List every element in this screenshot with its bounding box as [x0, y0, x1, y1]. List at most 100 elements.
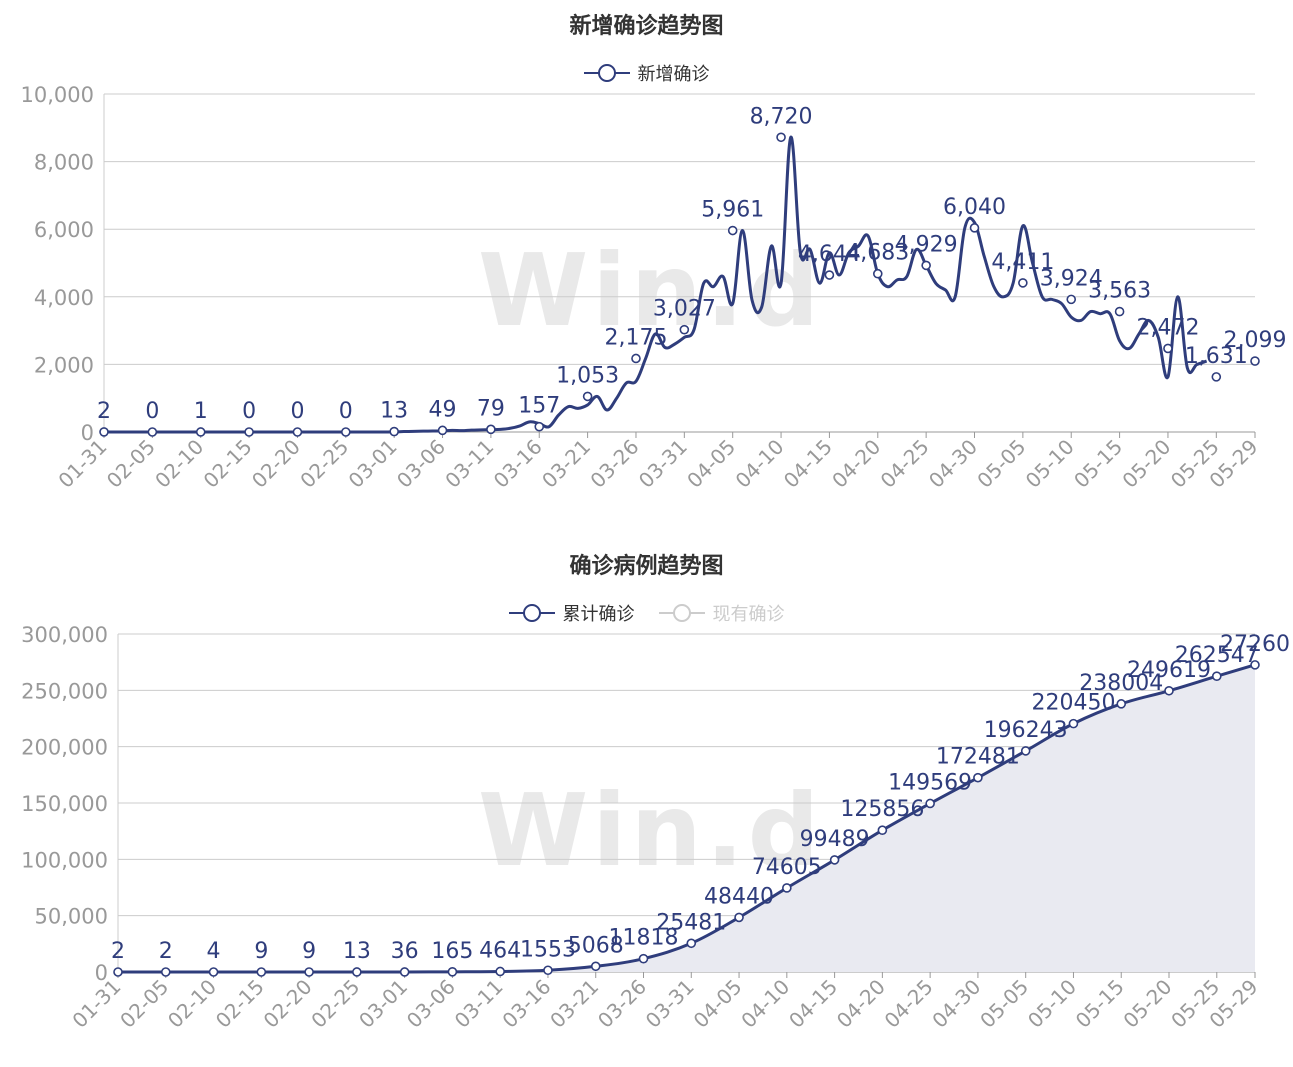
- data-label: 262547: [1175, 643, 1259, 668]
- x-tick-label: 03-16: [489, 435, 547, 493]
- data-point: [447, 967, 458, 977]
- data-point: [1020, 746, 1031, 756]
- chart-new-cases: 新增确诊趋势图 新增确诊 Win.d 0 2,000 4,000 6,000 8,000…: [0, 0, 1293, 530]
- x-tick-label: 02-10: [150, 435, 208, 493]
- data-point: [195, 427, 206, 437]
- legend-item-1[interactable]: 现有确诊: [658, 600, 785, 626]
- data-point: [389, 426, 399, 437]
- data-label: 165: [431, 939, 473, 964]
- x-tick-label: 04-10: [736, 975, 794, 1033]
- data-point: [824, 270, 835, 280]
- data-label: 27260: [1220, 632, 1290, 657]
- chart-title: 新增确诊趋势图: [569, 14, 724, 39]
- data-label: 1553: [520, 937, 576, 962]
- x-tick-label: 04-10: [731, 435, 789, 493]
- data-point: [341, 427, 351, 437]
- data-label: 0: [242, 399, 256, 424]
- legend-label: 现有确诊: [712, 604, 785, 625]
- x-tick-label: 02-25: [306, 975, 364, 1033]
- data-point: [1250, 660, 1260, 670]
- legend-item-0[interactable]: 新增确诊: [583, 60, 710, 86]
- data-point: [734, 912, 744, 923]
- data-label: 6,040: [943, 195, 1006, 220]
- data-label: 5,961: [701, 198, 764, 223]
- data-point: [1066, 294, 1077, 305]
- x-tick-label: 02-10: [163, 975, 221, 1033]
- data-label: 3,563: [1088, 279, 1151, 304]
- data-point: [679, 324, 690, 335]
- y-tick-label: 100,000: [21, 848, 108, 872]
- x-tick-label: 02-15: [199, 435, 257, 493]
- data-point: [99, 427, 109, 437]
- x-tick-label: 05-20: [1117, 435, 1175, 493]
- watermark: Win.d: [478, 232, 824, 349]
- data-label: 36: [391, 939, 419, 964]
- data-label: 4,683: [846, 241, 909, 266]
- data-label: 157: [518, 394, 560, 419]
- data-point: [399, 967, 410, 977]
- x-tick-label: 04-15: [784, 975, 842, 1033]
- x-tick-label: 03-31: [634, 435, 692, 493]
- x-tick-label: 03-31: [641, 975, 699, 1033]
- legend: 新增确诊: [0, 60, 1293, 86]
- data-label: 172481: [936, 745, 1020, 770]
- data-label: 9: [302, 939, 316, 964]
- data-label: 2,175: [604, 325, 667, 350]
- x-tick-label: 05-10: [1021, 435, 1079, 493]
- data-point: [776, 132, 786, 143]
- y-tick-label: 0: [81, 421, 94, 445]
- x-tick-label: 05-20: [1118, 975, 1176, 1033]
- data-point: [638, 953, 649, 964]
- data-point: [244, 427, 254, 437]
- x-tick-label: 03-21: [545, 975, 603, 1033]
- x-tick-label: 04-25: [880, 975, 938, 1033]
- data-point: [304, 967, 314, 977]
- data-point: [534, 421, 545, 432]
- legend-item-0[interactable]: 累计确诊: [508, 600, 635, 626]
- data-point: [495, 966, 505, 977]
- data-label: 4,929: [895, 232, 958, 257]
- x-tick-label: 04-05: [689, 975, 747, 1033]
- x-tick-label: 03-01: [354, 975, 412, 1033]
- data-point: [486, 424, 496, 435]
- y-tick-label: 300,000: [21, 623, 108, 647]
- x-tick-label: 02-05: [115, 975, 173, 1033]
- legend-label: 新增确诊: [637, 64, 710, 85]
- data-point: [147, 427, 158, 437]
- legend-marker-icon: [658, 604, 705, 622]
- x-tick-label: 03-06: [402, 975, 460, 1033]
- data-point: [113, 967, 123, 977]
- x-tick-label: 04-20: [827, 435, 885, 493]
- chart-title: 确诊病例趋势图: [569, 554, 724, 579]
- data-label: 2,099: [1224, 328, 1287, 353]
- x-tick-label: 03-01: [344, 435, 402, 493]
- data-label: 8,720: [750, 104, 813, 129]
- data-point: [631, 353, 641, 364]
- legend-label: 累计确诊: [562, 604, 635, 625]
- data-point: [925, 798, 935, 809]
- data-point: [1163, 343, 1173, 354]
- line-chart-svg: 02,0004,0006,0008,00010,00001-3102-0502-…: [21, 83, 1287, 493]
- data-label: 74605: [752, 855, 822, 880]
- x-tick-label: 04-25: [876, 435, 934, 493]
- y-tick-label: 2,000: [34, 353, 94, 377]
- data-label: 125856: [840, 797, 924, 822]
- data-label: 2: [159, 939, 173, 964]
- x-tick-label: 05-05: [972, 435, 1030, 493]
- x-tick-label: 04-05: [682, 435, 740, 493]
- data-label: 0: [145, 399, 159, 424]
- data-point: [352, 967, 362, 977]
- x-tick-label: 03-11: [440, 435, 498, 493]
- y-tick-label: 250,000: [21, 679, 108, 703]
- y-tick-label: 10,000: [21, 83, 94, 107]
- data-point: [1250, 356, 1260, 366]
- y-tick-label: 50,000: [35, 905, 108, 929]
- x-tick-label: 03-26: [593, 975, 651, 1033]
- x-tick-label: 02-15: [211, 975, 269, 1033]
- data-label: 48440: [704, 884, 774, 909]
- x-tick-label: 03-26: [585, 435, 643, 493]
- data-label: 79: [477, 396, 505, 421]
- data-label: 464: [479, 938, 521, 963]
- data-point: [921, 260, 931, 271]
- data-point: [208, 967, 219, 977]
